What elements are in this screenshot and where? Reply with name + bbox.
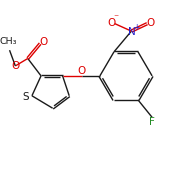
Text: O: O <box>107 18 116 28</box>
Text: S: S <box>23 92 29 102</box>
Text: O: O <box>147 18 155 28</box>
Text: F: F <box>149 117 155 127</box>
Text: O: O <box>39 37 48 47</box>
Text: N: N <box>128 27 136 37</box>
Text: +: + <box>133 23 140 32</box>
Text: ⁻: ⁻ <box>113 13 118 23</box>
Text: O: O <box>78 66 86 76</box>
Text: O: O <box>11 61 19 71</box>
Text: CH₃: CH₃ <box>0 37 18 46</box>
